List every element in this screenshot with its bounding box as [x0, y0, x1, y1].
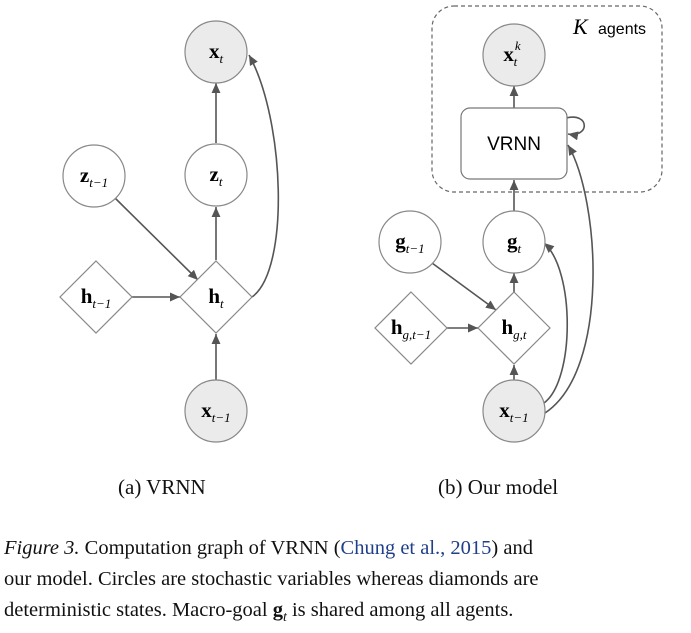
vrnn-box — [460, 107, 568, 180]
citation-sep: , — [440, 537, 451, 559]
svg-text:xkt: xk t — [503, 38, 521, 69]
edge-ztm1-ht — [114, 197, 199, 281]
svg-text:gt: gt — [507, 229, 522, 256]
svg-text:hg,t−1: hg,t−1 — [391, 315, 431, 342]
node-x-tm1 — [184, 379, 248, 443]
node-x-tm1-sub: t−1 — [212, 410, 231, 425]
svg-text:xt−1: xt−1 — [201, 398, 230, 425]
node-h-tm1-sub: t−1 — [92, 296, 111, 311]
node-g-tm1-base: g — [395, 229, 406, 253]
macro-goal-sub: t — [282, 610, 287, 626]
computation-graph-figure: xt zt zt−1 ht ht−1 xt−1 K agents xk t VRN… — [59, 5, 663, 443]
node-hg-tm1 — [374, 291, 448, 365]
node-z-t — [184, 143, 248, 207]
node-g-t — [482, 210, 546, 274]
node-x-t — [184, 20, 248, 84]
citation-authors[interactable]: Chung et al. — [340, 537, 441, 559]
svg-text:zt: zt — [210, 162, 223, 189]
agents-label: agents — [598, 21, 646, 38]
caption-text-3b: is shared among all agents. — [286, 599, 514, 621]
node-hg-tm1-sub: g,t−1 — [403, 327, 432, 342]
subfigure-a-caption: (a) VRNN — [118, 475, 206, 499]
node-x-tk-base: x — [503, 42, 514, 66]
node-h-t-sub: t — [220, 296, 224, 311]
node-hg-t-base: h — [501, 315, 513, 339]
node-z-tm1 — [62, 144, 126, 208]
svg-text:hg,t: hg,t — [501, 315, 526, 342]
node-x-tk-sub: t — [514, 54, 518, 69]
node-hg-tm1-base: h — [391, 315, 403, 339]
vrnn-graph: xt zt zt−1 ht ht−1 xt−1 — [59, 20, 280, 443]
node-h-tm1 — [59, 260, 133, 334]
node-x-t-sub: t — [219, 51, 223, 66]
node-z-t-base: z — [210, 162, 219, 186]
node-g-tm1-sub: t−1 — [406, 241, 425, 256]
edge-xtm1-gt-curve — [543, 242, 569, 404]
node-x-tk-sup: k — [515, 38, 521, 53]
node-g-tm1 — [378, 210, 442, 274]
figure-caption-line-1: Figure 3. Computation graph of VRNN (Chu… — [4, 533, 690, 564]
edge-vrnn-self-loop — [565, 116, 585, 141]
node-z-tm1-sub: t−1 — [89, 175, 108, 190]
subfigure-b-caption: (b) Our model — [438, 475, 559, 499]
node-x-tm1-b-base: x — [499, 398, 510, 422]
macro-goal-symbol: g — [272, 599, 283, 621]
vrnn-box-label: VRNN — [487, 134, 541, 155]
node-x-tm1-b-sub: t−1 — [510, 410, 529, 425]
caption-text-1: Computation graph of VRNN ( — [79, 537, 341, 559]
citation-year[interactable]: 2015 — [450, 537, 492, 559]
our-model-graph: K agents xk t VRNN gt gt−1 hg,t hg,t−1 xt… — [374, 5, 663, 443]
node-g-t-base: g — [507, 229, 518, 253]
node-x-t-base: x — [209, 39, 220, 63]
figure-caption-line-3: deterministic states. Macro-goal gt is s… — [4, 595, 690, 633]
edge-ht-xt-curve — [248, 54, 280, 298]
svg-text:ht−1: ht−1 — [81, 284, 112, 311]
node-hg-t — [477, 291, 551, 365]
edge-xtm1-vrnn-curve — [544, 144, 594, 414]
node-hg-t-sub: g,t — [513, 327, 527, 342]
node-h-tm1-base: h — [81, 284, 93, 308]
node-g-t-sub: t — [517, 241, 521, 256]
edge-gtm1-hgt — [431, 262, 497, 311]
figure-label: Figure 3. — [4, 537, 80, 559]
citation-link[interactable]: Chung et al., 2015 — [341, 537, 492, 559]
node-x-tm1-base: x — [201, 398, 212, 422]
caption-text-1b: ) and — [491, 537, 533, 559]
svg-text:xt−1: xt−1 — [499, 398, 528, 425]
node-z-t-sub: t — [219, 174, 223, 189]
node-h-t-base: h — [208, 284, 220, 308]
svg-text:ht: ht — [208, 284, 224, 311]
node-x-tk — [482, 23, 546, 87]
figure-caption-line-2: our model. Circles are stochastic variab… — [4, 568, 539, 590]
node-x-tm1-b — [482, 379, 546, 443]
node-z-tm1-base: z — [80, 163, 89, 187]
node-h-t — [179, 260, 253, 334]
agents-plate — [431, 5, 663, 193]
svg-text:xt: xt — [209, 39, 224, 66]
caption-text-3a: deterministic states. Macro-goal — [4, 599, 273, 621]
svg-text:gt−1: gt−1 — [395, 229, 424, 256]
svg-text:zt−1: zt−1 — [80, 163, 108, 190]
agents-count-var: K — [572, 14, 589, 39]
